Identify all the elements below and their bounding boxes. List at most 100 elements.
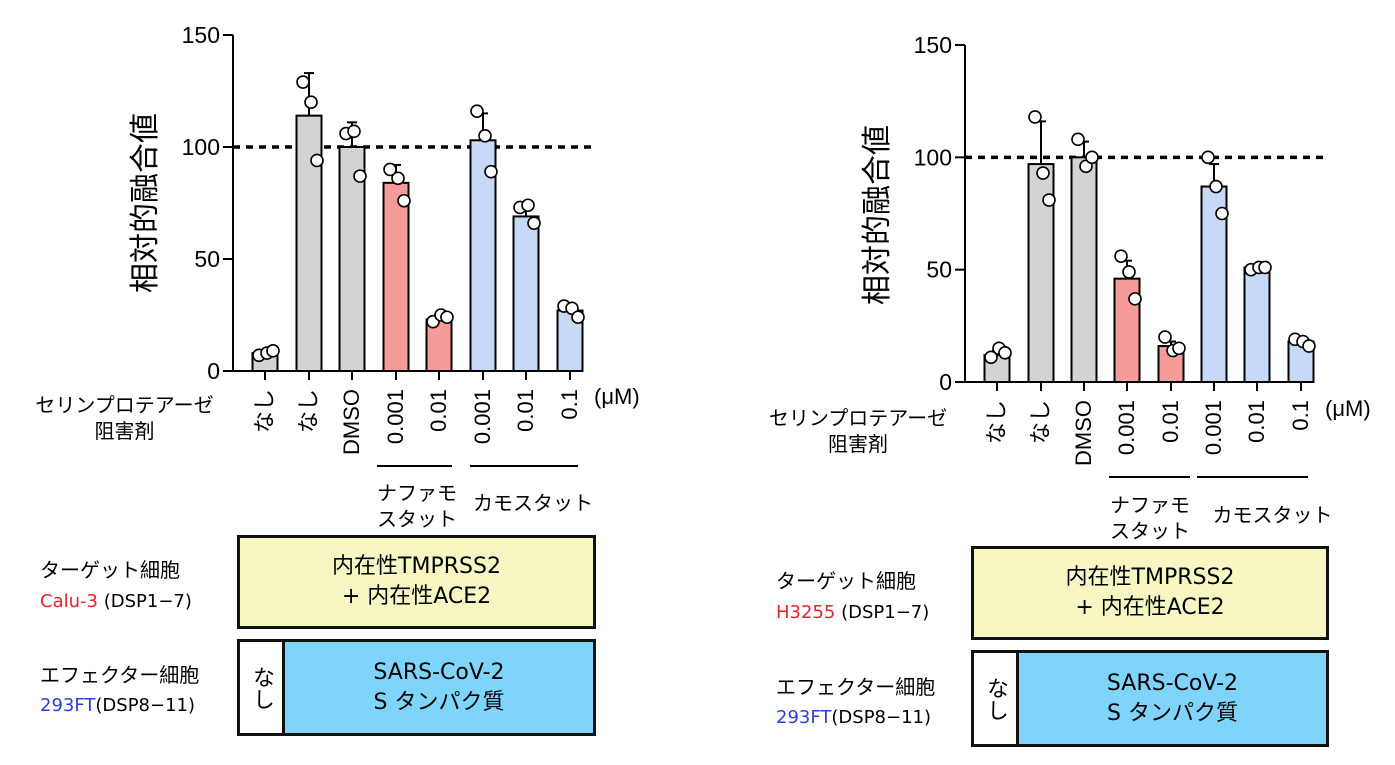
target-cell-label: ターゲット細胞 bbox=[40, 558, 180, 582]
data-point bbox=[1158, 330, 1172, 344]
category-label: 0.001 bbox=[1201, 400, 1226, 455]
bar bbox=[1243, 266, 1271, 384]
none-cell: なし bbox=[240, 642, 285, 733]
spike-right-line1: SARS-CoV-2 bbox=[1106, 670, 1239, 696]
effector-cell-dsp: (DSP8−11) bbox=[95, 695, 196, 716]
none-cell-right: なし bbox=[974, 653, 1019, 744]
data-point bbox=[1172, 341, 1186, 356]
inhibitor-label-right-line2: 阻害剤 bbox=[828, 432, 888, 456]
data-point bbox=[353, 169, 367, 183]
spike-cell-right: SARS-CoV-2 S タンパク質 bbox=[1019, 653, 1326, 744]
data-point bbox=[984, 350, 998, 365]
effector-cell-line: 293FT(DSP8−11) bbox=[40, 695, 195, 716]
nafamostat-right-line1: ナファモ bbox=[1110, 493, 1190, 517]
group-label-nafamostat: ナファモ スタット bbox=[372, 480, 462, 532]
category-label: DMSO bbox=[339, 389, 364, 455]
data-point bbox=[1114, 249, 1128, 263]
y-tick-label: 0 bbox=[939, 369, 952, 395]
category-label: 0.01 bbox=[426, 389, 451, 432]
inhibitor-label-line1: セリンプロテアーゼ bbox=[35, 393, 214, 417]
effector-cell-label: エフェクター細胞 bbox=[40, 663, 200, 687]
spike-line1: SARS-CoV-2 bbox=[373, 659, 505, 685]
bar bbox=[1070, 156, 1098, 383]
category-label: 0.1 bbox=[1288, 400, 1313, 431]
spike-cell: SARS-CoV-2 S タンパク質 bbox=[285, 642, 593, 733]
target-condition-box: 内在性TMPRSS2 + 内在性ACE2 bbox=[237, 535, 596, 629]
category-label: 0.01 bbox=[1244, 400, 1269, 443]
target-condition-box-right: 内在性TMPRSS2 + 内在性ACE2 bbox=[971, 546, 1329, 640]
target-box-line1: 内在性TMPRSS2 bbox=[332, 554, 501, 579]
nafamostat-right-line2: スタット bbox=[1110, 519, 1190, 543]
category-label: 0.01 bbox=[513, 389, 538, 432]
nafamostat-line2: スタット bbox=[377, 507, 457, 531]
category-label: 0.01 bbox=[1158, 400, 1183, 443]
target-cell-label-right: ターゲット細胞 bbox=[776, 569, 916, 593]
effector-condition-box-right: なし SARS-CoV-2 S タンパク質 bbox=[971, 650, 1329, 747]
bar bbox=[512, 215, 540, 372]
data-point bbox=[347, 124, 361, 139]
inhibitor-label-right: セリンプロテアーゼ 阻害剤 bbox=[738, 405, 978, 457]
group-label-nafamostat-right: ナファモ スタット bbox=[1105, 492, 1195, 544]
category-label: なし bbox=[1028, 400, 1053, 444]
data-point bbox=[1258, 260, 1272, 275]
y-tick-label: 0 bbox=[207, 358, 220, 384]
target-cell-line: Calu-3 (DSP1−7) bbox=[40, 591, 192, 612]
bar bbox=[469, 139, 497, 372]
data-point bbox=[998, 345, 1012, 360]
target-box-right-line2: + 内在性ACE2 bbox=[1075, 595, 1225, 620]
data-point bbox=[1042, 193, 1056, 207]
y-tick-label: 50 bbox=[926, 257, 952, 283]
data-point bbox=[470, 104, 484, 118]
data-point bbox=[1028, 110, 1042, 124]
category-label: 0.001 bbox=[1114, 400, 1139, 455]
data-point bbox=[1215, 206, 1229, 221]
data-point bbox=[1085, 150, 1099, 165]
y-tick-label: 100 bbox=[914, 144, 952, 170]
unit-label: (μM) bbox=[1325, 396, 1371, 421]
effector-condition-box: なし SARS-CoV-2 S タンパク質 bbox=[237, 639, 596, 736]
y-tick-label: 150 bbox=[182, 22, 220, 48]
effector-cell-label-right: エフェクター細胞 bbox=[776, 675, 936, 699]
data-point bbox=[266, 344, 280, 358]
data-point bbox=[1302, 339, 1316, 353]
category-label: なし bbox=[252, 389, 277, 433]
data-point bbox=[304, 95, 318, 109]
effector-cell-name: 293FT bbox=[40, 695, 96, 716]
effector-cell-dsp-right: (DSP8−11) bbox=[831, 707, 932, 728]
inhibitor-label-right-line1: セリンプロテアーゼ bbox=[768, 406, 948, 430]
data-point bbox=[397, 193, 411, 208]
category-label: 0.1 bbox=[557, 389, 582, 420]
data-point bbox=[1128, 292, 1142, 306]
inhibitor-label-line2: 阻害剤 bbox=[94, 419, 155, 443]
category-label: DMSO bbox=[1071, 400, 1096, 466]
nafamostat-line1: ナファモ bbox=[377, 481, 457, 505]
y-axis-label: 相対的融合値 bbox=[128, 113, 163, 293]
inhibitor-label: セリンプロテアーゼ 阻害剤 bbox=[12, 392, 237, 444]
y-tick-label: 50 bbox=[194, 246, 220, 272]
spike-right-line2: S タンパク質 bbox=[1107, 700, 1238, 726]
data-point bbox=[527, 216, 541, 230]
category-label: なし bbox=[296, 389, 321, 433]
target-cell-name-right: H3255 bbox=[776, 602, 836, 623]
bar bbox=[382, 181, 410, 372]
data-point bbox=[310, 153, 324, 168]
target-cell-dsp: (DSP1−7) bbox=[103, 591, 192, 612]
target-cell-dsp-right: (DSP1−7) bbox=[841, 602, 930, 623]
data-point bbox=[383, 162, 397, 177]
y-tick-label: 100 bbox=[182, 134, 220, 160]
group-label-camostat-right: カモスタット bbox=[1212, 503, 1333, 527]
category-label: なし bbox=[984, 400, 1009, 444]
y-tick-label: 150 bbox=[914, 32, 952, 58]
target-box-line2: + 内在性ACE2 bbox=[341, 584, 492, 609]
data-point bbox=[1209, 179, 1223, 194]
data-point bbox=[440, 310, 454, 325]
data-point bbox=[521, 198, 535, 213]
effector-cell-line-right: 293FT(DSP8−11) bbox=[776, 707, 931, 728]
data-point bbox=[296, 75, 310, 89]
data-point bbox=[1036, 166, 1050, 180]
data-point bbox=[484, 164, 498, 179]
target-box-right-line1: 内在性TMPRSS2 bbox=[1065, 565, 1235, 590]
none-cell-right-label: なし bbox=[983, 676, 1008, 721]
data-point bbox=[1201, 150, 1215, 165]
